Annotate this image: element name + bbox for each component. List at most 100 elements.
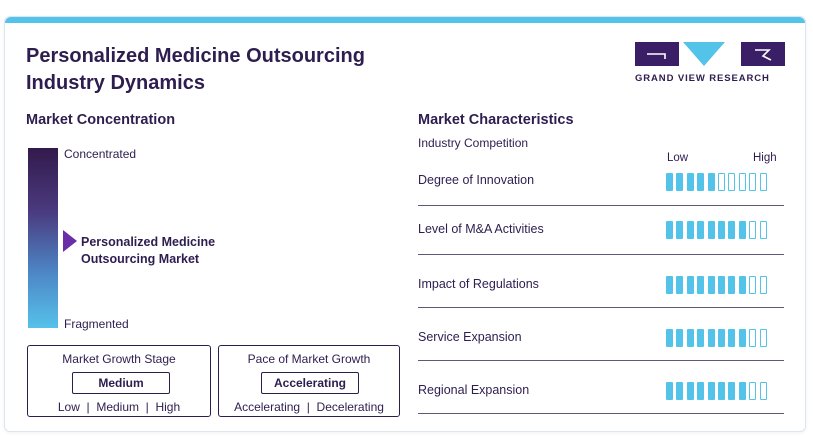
level-segment-filled: [676, 276, 684, 294]
marker-line-2: Outsourcing Market: [81, 252, 200, 266]
growth-stage-title: Market Growth Stage: [62, 352, 176, 366]
card-top-accent: [5, 17, 805, 23]
logo-left-mark-icon: [647, 53, 666, 59]
logo-right-mark-icon: [755, 49, 772, 61]
logo-left-block: [635, 42, 679, 66]
growth-pace-title: Pace of Market Growth: [247, 352, 371, 366]
characteristic-level-meter: [666, 173, 767, 191]
market-concentration-heading: Market Concentration: [26, 112, 176, 128]
characteristic-level-meter: [666, 276, 767, 294]
level-segment-filled: [686, 276, 694, 294]
row-divider: [418, 254, 784, 255]
level-segment-filled: [707, 329, 715, 347]
level-segment-filled: [666, 173, 673, 191]
level-segment-empty: [759, 276, 767, 294]
characteristic-label: Level of M&A Activities: [418, 222, 544, 236]
level-segment-filled: [728, 382, 736, 400]
level-segment-filled: [707, 382, 715, 400]
characteristic-row: Regional Expansion: [418, 366, 784, 414]
level-segment-filled: [686, 329, 694, 347]
level-segment-empty: [749, 329, 757, 347]
level-segment-empty: [749, 382, 757, 400]
level-segment-filled: [738, 329, 746, 347]
grand-view-research-logo: GRAND VIEW RESEARCH: [635, 42, 785, 84]
row-divider: [418, 205, 784, 206]
characteristic-label: Regional Expansion: [418, 383, 530, 397]
row-divider: [418, 360, 784, 361]
level-segment-filled: [717, 329, 725, 347]
level-segment-filled: [697, 173, 705, 191]
scale-high-label: High: [753, 152, 777, 164]
level-segment-empty: [749, 173, 757, 191]
level-segment-filled: [686, 221, 694, 239]
level-segment-filled: [697, 329, 705, 347]
market-characteristics-heading: Market Characteristics: [418, 112, 574, 128]
concentration-gradient-bar: [28, 148, 58, 328]
level-segment-filled: [666, 276, 673, 294]
characteristic-label: Degree of Innovation: [418, 173, 535, 187]
level-segment-filled: [697, 276, 705, 294]
level-segment-filled: [676, 173, 684, 191]
row-divider: [418, 413, 784, 414]
pace-of-growth-box: Pace of Market Growth Accelerating Accel…: [218, 345, 400, 417]
level-segment-empty: [759, 173, 767, 191]
characteristic-level-meter: [666, 382, 767, 400]
level-segment-empty: [738, 173, 746, 191]
level-segment-empty: [749, 221, 757, 239]
level-segment-filled: [707, 173, 715, 191]
level-segment-filled: [717, 382, 725, 400]
level-segment-filled: [728, 276, 736, 294]
title-line-1: Personalized Medicine Outsourcing: [26, 45, 365, 67]
level-segment-filled: [676, 221, 684, 239]
level-segment-filled: [676, 329, 684, 347]
level-segment-filled: [666, 382, 673, 400]
growth-pace-value: Accelerating: [261, 372, 359, 394]
scale-low-label: Low: [667, 152, 689, 164]
level-segment-filled: [666, 329, 673, 347]
growth-stage-value: Medium: [72, 372, 170, 394]
level-segment-filled: [717, 276, 725, 294]
level-segment-filled: [666, 221, 673, 239]
level-segment-filled: [728, 329, 736, 347]
growth-stage-options: Low | Medium | High: [57, 400, 181, 414]
level-segment-filled: [697, 382, 705, 400]
fragmented-label: Fragmented: [64, 317, 129, 331]
level-segment-filled: [738, 382, 746, 400]
dynamics-card: Personalized Medicine Outsourcing Indust…: [4, 16, 806, 432]
logo-text: GRAND VIEW RESEARCH: [635, 73, 770, 84]
level-segment-empty: [759, 382, 767, 400]
characteristic-label: Impact of Regulations: [418, 277, 539, 291]
logo-right-block: [741, 42, 785, 66]
logo-triangle-icon: [683, 42, 725, 66]
market-position-arrow-icon: [63, 230, 77, 252]
characteristic-row: Service Expansion: [418, 313, 784, 361]
characteristic-level-meter: [666, 329, 767, 347]
page-title: Personalized Medicine Outsourcing Indust…: [26, 43, 446, 97]
row-divider: [418, 307, 784, 308]
marker-line-1: Personalized Medicine: [81, 235, 216, 249]
level-segment-empty: [759, 221, 767, 239]
level-segment-filled: [738, 221, 746, 239]
growth-pace-options: Accelerating | Decelerating: [234, 400, 384, 414]
level-segment-filled: [697, 221, 705, 239]
level-segment-filled: [728, 221, 736, 239]
level-segment-empty: [759, 329, 767, 347]
concentrated-label: Concentrated: [64, 147, 137, 161]
title-line-2: Industry Dynamics: [26, 72, 205, 94]
market-position-label: Personalized Medicine Outsourcing Market: [81, 234, 261, 268]
level-segment-filled: [717, 221, 725, 239]
level-segment-filled: [738, 276, 746, 294]
level-segment-filled: [707, 276, 715, 294]
market-growth-stage-box: Market Growth Stage Medium Low | Medium …: [27, 345, 211, 417]
characteristic-level-meter: [666, 221, 767, 239]
characteristic-label: Service Expansion: [418, 330, 522, 344]
level-segment-empty: [728, 173, 736, 191]
level-segment-empty: [749, 276, 757, 294]
characteristic-row: Impact of Regulations: [418, 260, 784, 308]
characteristic-row: Level of M&A Activities: [418, 207, 784, 255]
industry-competition-label: Industry Competition: [418, 136, 529, 150]
level-segment-filled: [707, 221, 715, 239]
level-segment-filled: [676, 382, 684, 400]
level-segment-filled: [686, 173, 694, 191]
characteristic-row: Degree of Innovation: [418, 158, 784, 206]
